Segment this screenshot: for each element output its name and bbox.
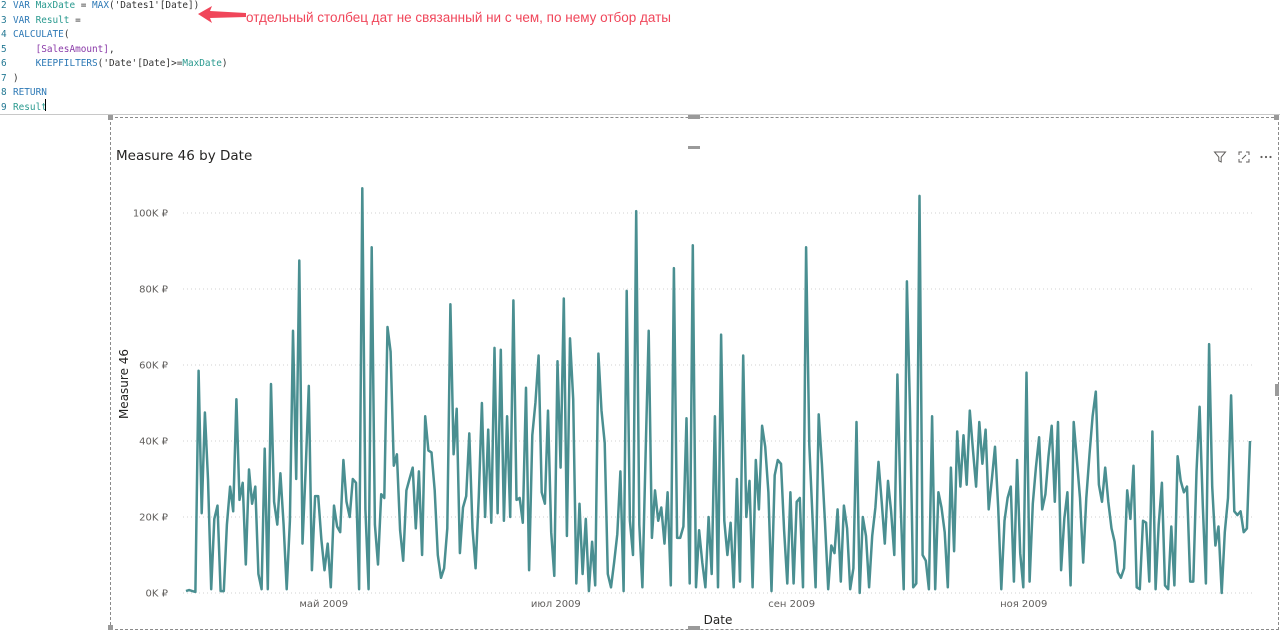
- line-number: 3: [1, 14, 7, 26]
- resize-handle-corner-tr[interactable]: [1274, 115, 1279, 120]
- code-token: (: [97, 58, 104, 69]
- code-line[interactable]: 6 KEEPFILTERS('Date'[Date]>=MaxDate): [0, 57, 228, 71]
- focus-mode-icon[interactable]: [1237, 150, 1251, 164]
- more-options-icon[interactable]: [1259, 150, 1273, 164]
- code-line[interactable]: 4 CALCULATE(: [0, 28, 69, 42]
- code-token: CALCULATE: [13, 29, 64, 40]
- line-number: 6: [1, 58, 7, 69]
- code-token: Result: [13, 101, 47, 113]
- y-tick-label: 40K ₽: [139, 437, 168, 448]
- line-number: 4: [1, 29, 7, 40]
- code-line[interactable]: 2 VAR MaxDate = MAX('Dates1'[Date]): [0, 0, 199, 13]
- x-tick-label: июл 2009: [531, 599, 581, 610]
- line-number: 9: [1, 101, 7, 113]
- line-number: 5: [1, 43, 7, 55]
- code-token: VAR: [13, 0, 36, 11]
- code-line[interactable]: 5 [SalesAmount],: [0, 43, 115, 57]
- x-tick-label: ноя 2009: [1000, 599, 1047, 610]
- code-token: Result: [35, 14, 70, 26]
- y-tick-label: 100K ₽: [133, 209, 169, 220]
- y-tick-label: 80K ₽: [139, 285, 168, 296]
- dax-formula-editor[interactable]: 2 VAR MaxDate = MAX('Dates1'[Date]) 3 VAR R…: [0, 0, 1280, 115]
- resize-handle-bottom[interactable]: [688, 626, 700, 630]
- code-token: VAR: [13, 14, 36, 26]
- code-token: ): [193, 0, 200, 11]
- resize-handle-corner-bl[interactable]: [108, 625, 113, 630]
- code-token: [SalesAmount]: [35, 43, 109, 55]
- x-tick-label: май 2009: [299, 599, 348, 610]
- code-token: ,: [108, 43, 115, 55]
- y-axis-label: Measure 46: [117, 349, 131, 419]
- code-token: ): [221, 58, 228, 69]
- resize-handle-right[interactable]: [1275, 384, 1279, 396]
- line-number: 2: [1, 0, 7, 11]
- y-tick-label: 0K ₽: [146, 589, 169, 600]
- annotation-arrow-icon: [198, 6, 246, 23]
- code-token: MaxDate: [182, 58, 222, 69]
- code-token: RETURN: [13, 87, 47, 98]
- resize-handle-top[interactable]: [688, 115, 700, 119]
- code-token: =: [69, 14, 81, 26]
- code-line[interactable]: 3 VAR Result =: [0, 14, 81, 28]
- code-token: >=: [171, 58, 183, 69]
- x-axis-label: Date: [704, 613, 733, 627]
- code-token: =: [75, 0, 93, 11]
- x-tick-label: сен 2009: [768, 599, 815, 610]
- code-line[interactable]: 7): [0, 72, 19, 86]
- annotation-text: отдельный столбец дат не связанный ни с …: [246, 10, 672, 25]
- code-token: MAX: [92, 0, 109, 11]
- code-token: (: [63, 29, 70, 40]
- y-tick-label: 60K ₽: [139, 361, 168, 372]
- code-token: MaxDate: [35, 0, 76, 11]
- text-cursor: [45, 99, 46, 111]
- code-token: 'Date'[Date]: [103, 58, 172, 69]
- series-line[interactable]: [185, 187, 1252, 595]
- filter-icon[interactable]: [1213, 150, 1227, 164]
- code-token: (: [108, 0, 115, 11]
- code-token: ): [13, 72, 19, 84]
- code-line[interactable]: 9 Result: [0, 101, 47, 115]
- code-token: KEEPFILTERS: [35, 58, 98, 69]
- line-number: 8: [1, 87, 7, 98]
- y-tick-label: 20K ₽: [139, 513, 168, 524]
- code-line[interactable]: 8 RETURN: [0, 86, 47, 100]
- code-token: 'Dates1'[Date]: [114, 0, 194, 11]
- resize-handle-corner-tl[interactable]: [108, 115, 113, 120]
- resize-handle-top-inner[interactable]: [688, 146, 700, 149]
- line-number: 7: [1, 72, 7, 84]
- chart-title: Measure 46 by Date: [116, 148, 253, 164]
